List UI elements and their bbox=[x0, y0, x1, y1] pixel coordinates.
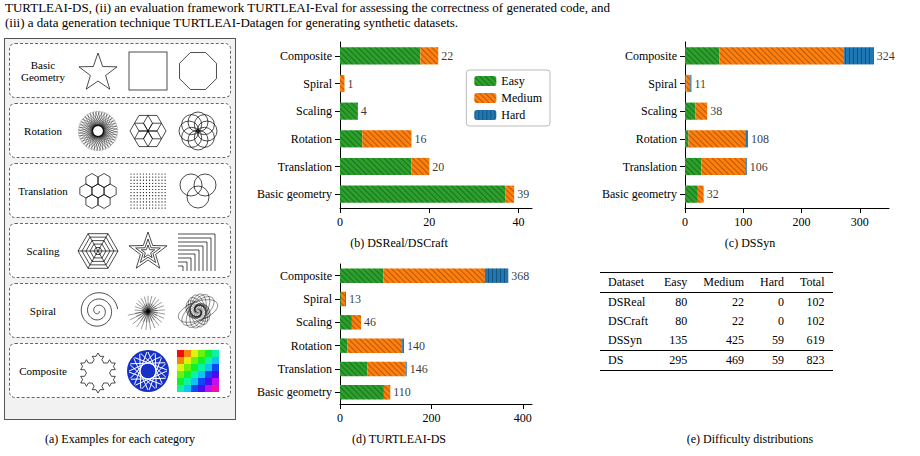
html-text:DSCraft: DSCraft bbox=[608, 314, 648, 328]
svg-text:Translation: Translation bbox=[623, 160, 677, 174]
svg-text:Hard: Hard bbox=[501, 108, 525, 122]
svg-text:106: 106 bbox=[750, 160, 768, 174]
svg-text:Scaling: Scaling bbox=[296, 315, 332, 329]
svg-text:Rotation: Rotation bbox=[291, 339, 332, 353]
html-text:295: 295 bbox=[669, 353, 688, 367]
html-text:(c) DSSyn: (c) DSSyn bbox=[724, 236, 776, 250]
svg-text:200: 200 bbox=[793, 215, 811, 229]
svg-text:108: 108 bbox=[751, 132, 769, 146]
svg-text:0: 0 bbox=[337, 411, 343, 425]
html-text:DSSyn: DSSyn bbox=[608, 333, 642, 347]
svg-text:20: 20 bbox=[432, 160, 444, 174]
svg-text:1: 1 bbox=[347, 77, 353, 91]
html-text:Spiral: Spiral bbox=[29, 304, 57, 317]
html-text:(d) TURTLEAI-DS: (d) TURTLEAI-DS bbox=[352, 432, 446, 446]
svg-text:13: 13 bbox=[349, 292, 361, 306]
svg-text:38: 38 bbox=[710, 104, 722, 118]
html-text:823: 823 bbox=[806, 353, 825, 367]
html-text:Rotation: Rotation bbox=[24, 124, 62, 137]
html-text:Total: Total bbox=[800, 275, 825, 289]
html-text:135: 135 bbox=[669, 333, 688, 347]
svg-text:Composite: Composite bbox=[625, 49, 677, 63]
svg-text:200: 200 bbox=[422, 411, 440, 425]
svg-text:300: 300 bbox=[851, 215, 869, 229]
html-text:(b) DSReal/DSCraft: (b) DSReal/DSCraft bbox=[350, 236, 448, 250]
html-text:Hard: Hard bbox=[760, 275, 784, 289]
svg-text:20: 20 bbox=[423, 215, 435, 229]
svg-text:22: 22 bbox=[441, 49, 453, 63]
html-text:DS: DS bbox=[608, 353, 624, 367]
svg-text:400: 400 bbox=[514, 411, 532, 425]
svg-text:46: 46 bbox=[364, 315, 376, 329]
svg-text:Rotation: Rotation bbox=[291, 132, 332, 146]
svg-text:32: 32 bbox=[707, 187, 719, 201]
svg-text:146: 146 bbox=[410, 362, 428, 376]
svg-text:11: 11 bbox=[694, 77, 706, 91]
svg-text:Spiral: Spiral bbox=[303, 77, 332, 91]
html-text:Dataset: Dataset bbox=[608, 275, 644, 289]
html-text:(iii) a data generation techni: (iii) a data generation technique TURTLE… bbox=[5, 15, 459, 30]
html-text:102: 102 bbox=[806, 295, 825, 309]
html-text:(e) Difficulty distributions: (e) Difficulty distributions bbox=[686, 432, 814, 446]
html-text:425: 425 bbox=[726, 333, 744, 347]
svg-text:Translation: Translation bbox=[278, 160, 332, 174]
svg-text:39: 39 bbox=[517, 187, 529, 201]
svg-text:16: 16 bbox=[414, 132, 426, 146]
html-text:59: 59 bbox=[772, 333, 784, 347]
svg-text:Spiral: Spiral bbox=[303, 292, 332, 306]
html-text:Scaling: Scaling bbox=[26, 244, 60, 257]
svg-text:Basic geometry: Basic geometry bbox=[257, 187, 332, 201]
svg-text:Composite: Composite bbox=[280, 269, 332, 283]
html-text:Easy: Easy bbox=[664, 275, 688, 289]
svg-text:40: 40 bbox=[513, 215, 525, 229]
html-text:102: 102 bbox=[806, 314, 825, 328]
svg-text:368: 368 bbox=[511, 269, 529, 283]
html-text:TURTLEAI-DS, (ii) an evaluatio: TURTLEAI-DS, (ii) an evaluation framewor… bbox=[5, 0, 610, 15]
html-text:619: 619 bbox=[806, 333, 825, 347]
html-text:59: 59 bbox=[772, 353, 784, 367]
html-text:Translation: Translation bbox=[18, 184, 68, 197]
html-text:80: 80 bbox=[675, 314, 688, 328]
svg-text:110: 110 bbox=[393, 385, 411, 399]
html-text:80: 80 bbox=[675, 295, 688, 309]
html-text:Basic Geometry: Basic Geometry bbox=[21, 58, 65, 83]
svg-text:4: 4 bbox=[361, 104, 367, 118]
svg-text:Rotation: Rotation bbox=[636, 132, 677, 146]
svg-text:Basic geometry: Basic geometry bbox=[257, 385, 332, 399]
html-text:22: 22 bbox=[732, 295, 744, 309]
html-text:Medium: Medium bbox=[703, 275, 744, 289]
svg-text:Basic geometry: Basic geometry bbox=[602, 187, 677, 201]
html-text:0: 0 bbox=[778, 314, 784, 328]
svg-text:140: 140 bbox=[407, 339, 425, 353]
svg-text:Spiral: Spiral bbox=[648, 77, 677, 91]
html-text:469: 469 bbox=[726, 353, 744, 367]
svg-text:100: 100 bbox=[734, 215, 752, 229]
svg-text:Easy: Easy bbox=[501, 74, 524, 88]
svg-text:0: 0 bbox=[337, 215, 343, 229]
html-text:(a) Examples for each category: (a) Examples for each category bbox=[45, 432, 195, 446]
svg-text:Scaling: Scaling bbox=[296, 104, 332, 118]
svg-text:0: 0 bbox=[682, 215, 688, 229]
svg-text:Scaling: Scaling bbox=[641, 104, 677, 118]
html-text:22: 22 bbox=[732, 314, 744, 328]
html-text:0: 0 bbox=[778, 295, 784, 309]
html-text:Composite: Composite bbox=[19, 364, 67, 377]
html-text:DSReal: DSReal bbox=[608, 295, 646, 309]
svg-text:Medium: Medium bbox=[501, 91, 542, 105]
svg-text:Translation: Translation bbox=[278, 362, 332, 376]
svg-text:Composite: Composite bbox=[280, 49, 332, 63]
svg-text:324: 324 bbox=[877, 49, 895, 63]
